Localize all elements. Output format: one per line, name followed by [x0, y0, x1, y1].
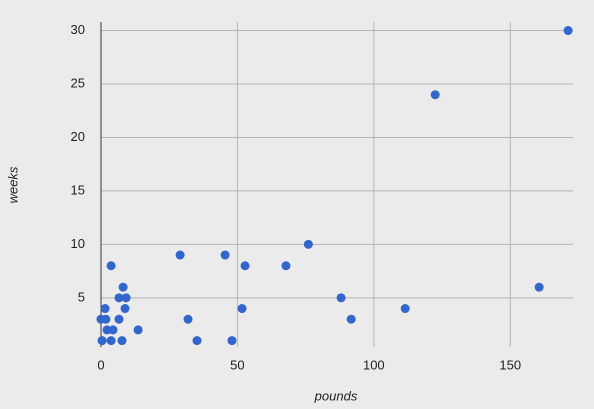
point [430, 90, 440, 100]
y-tick-label: 30 [71, 22, 85, 37]
point [175, 250, 185, 260]
x-tick-label: 0 [97, 357, 104, 372]
x-tick-label: 50 [230, 357, 244, 372]
y-tick-label: 25 [71, 75, 85, 90]
point [114, 293, 124, 303]
point [227, 336, 237, 346]
point [534, 282, 544, 292]
point [118, 282, 128, 292]
point [133, 325, 143, 335]
x-axis-title: pounds [314, 388, 358, 403]
point [97, 336, 107, 346]
point [237, 304, 247, 314]
y-axis-title: weeks [5, 166, 20, 203]
point [563, 26, 573, 36]
point [106, 336, 116, 346]
point [220, 250, 230, 260]
y-tick-label: 20 [71, 129, 85, 144]
y-tick-label: 15 [71, 182, 85, 197]
y-tick-label: 5 [78, 289, 85, 304]
x-tick-label: 150 [499, 357, 521, 372]
point [281, 261, 291, 271]
point [240, 261, 250, 271]
point [100, 304, 110, 314]
point [106, 261, 116, 271]
point [120, 304, 130, 314]
point [192, 336, 202, 346]
point [102, 325, 112, 335]
y-tick-label: 10 [71, 236, 85, 251]
point [101, 314, 111, 324]
x-tick-label: 100 [363, 357, 385, 372]
point [346, 314, 356, 324]
point [114, 314, 124, 324]
point [183, 314, 193, 324]
point [400, 304, 410, 314]
point [303, 239, 313, 249]
point [336, 293, 346, 303]
point [121, 293, 131, 303]
point [117, 336, 127, 346]
